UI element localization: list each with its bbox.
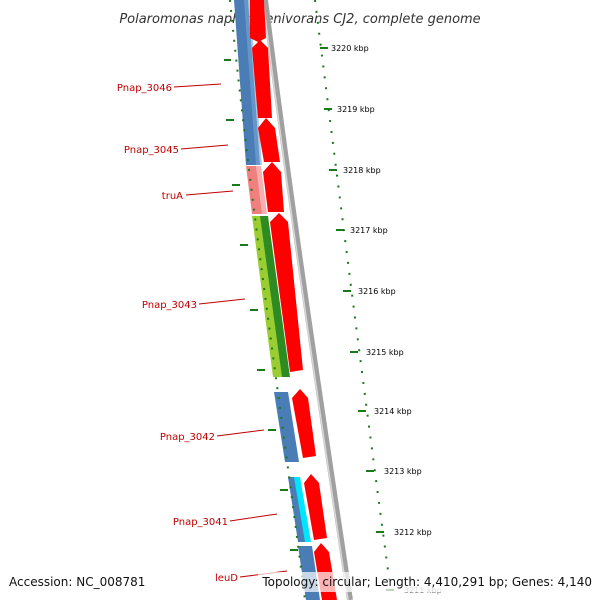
- tick-label-3216: 3216 kbp: [358, 287, 396, 296]
- inner-ring-marks: [224, 59, 298, 551]
- gene-pnap-3045-body[interactable]: [244, 0, 262, 165]
- gene-label-trua[interactable]: truA: [162, 191, 183, 202]
- gene-label-pnap-3042[interactable]: Pnap_3042: [160, 432, 215, 443]
- forward-gene-1[interactable]: [250, 0, 266, 42]
- outer-dotted-ring: [314, 0, 393, 600]
- tick-label-3219: 3219 kbp: [337, 105, 375, 114]
- gene-label-leud[interactable]: leuD: [215, 573, 238, 584]
- gene-pnap-3043-shade[interactable]: [260, 216, 290, 377]
- footer-info: Topology: circular; Length: 4,410,291 bp…: [261, 575, 592, 589]
- gene-label-pnap-3043[interactable]: Pnap_3043: [142, 300, 197, 311]
- tick-label-3215: 3215 kbp: [366, 348, 404, 357]
- gene-labels: Pnap_3046 Pnap_3045 truA Pnap_3043 Pnap_…: [117, 83, 288, 584]
- tick-label-3218: 3218 kbp: [343, 166, 381, 175]
- backbone-line: [262, 0, 353, 600]
- forward-gene-5[interactable]: [270, 213, 303, 372]
- footer-info-bg: [258, 572, 598, 592]
- tick-label-3217: 3217 kbp: [350, 226, 388, 235]
- gene-label-pnap-3046[interactable]: Pnap_3046: [117, 83, 172, 94]
- forward-gene-6[interactable]: [292, 389, 316, 458]
- backbone-highlight: [262, 0, 349, 600]
- genome-backbone: [262, 0, 353, 600]
- footer-accession-bg: [0, 572, 150, 592]
- leader-pnap-3045: [180, 144, 229, 150]
- forward-gene-2[interactable]: [252, 40, 272, 118]
- tick-label-3214: 3214 kbp: [374, 407, 412, 416]
- tick-label-3220: 3220 kbp: [331, 44, 369, 53]
- map-title: Polaromonas naphthalenivorans CJ2, compl…: [119, 12, 480, 27]
- leader-pnap-3041: [229, 513, 278, 522]
- gene-label-pnap-3045[interactable]: Pnap_3045: [124, 145, 179, 156]
- tick-label-3213: 3213 kbp: [384, 467, 422, 476]
- leader-trua: [185, 190, 234, 196]
- gene-trua-shade[interactable]: [256, 166, 267, 214]
- forward-gene-3[interactable]: [258, 118, 280, 162]
- leader-pnap-3042: [216, 429, 265, 437]
- leader-pnap-3043: [198, 298, 246, 305]
- leader-pnap-3046: [173, 83, 222, 88]
- forward-gene-7[interactable]: [304, 474, 327, 540]
- tick-label-3212: 3212 kbp: [394, 528, 432, 537]
- forward-gene-4[interactable]: [263, 162, 284, 212]
- footer-accession: Accession: NC_008781: [9, 575, 145, 589]
- gene-label-pnap-3041[interactable]: Pnap_3041: [173, 517, 228, 528]
- gene-pnap-3041-cyan[interactable]: [294, 477, 311, 542]
- gene-pnap-3042-body[interactable]: [274, 392, 299, 462]
